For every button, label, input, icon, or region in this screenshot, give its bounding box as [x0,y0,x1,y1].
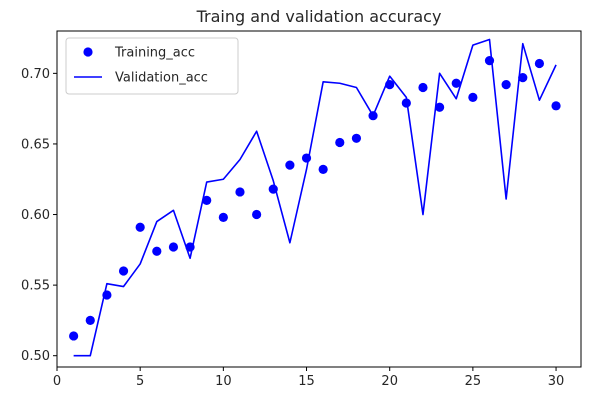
training-acc-point [468,92,478,102]
x-tick-label: 10 [215,374,232,389]
chart-title: Traing and validation accuracy [196,7,442,26]
y-tick-label: 0.65 [21,137,50,152]
training-acc-point [185,242,195,252]
x-tick-label: 5 [136,374,144,389]
training-acc-point [168,242,179,252]
x-tick-label: 15 [298,374,315,389]
training-acc-point [418,82,428,93]
training-acc-point [102,290,112,300]
training-acc-point [385,80,395,90]
y-axis: 0.50 0.55 0.60 0.65 0.70 [21,67,57,364]
training-acc-point [252,209,262,220]
training-acc-point [285,160,295,170]
training-acc-point [435,102,445,112]
training-acc-point [551,101,561,111]
training-acc-point [152,246,162,256]
training-acc-point [335,137,345,148]
plot-marks [69,38,561,357]
training-acc-point [118,266,129,276]
y-tick-label: 0.60 [21,208,50,223]
x-tick-label: 0 [53,374,61,389]
training-acc-point [318,164,328,174]
training-acc-point [401,98,411,108]
training-acc-point [69,331,79,341]
training-acc-point [518,72,528,83]
training-acc-point [202,195,212,206]
training-acc-point [501,80,511,90]
legend-label: Training_acc [114,46,195,61]
y-tick-label: 0.50 [21,349,50,364]
training-acc-point [368,111,378,121]
training-acc-point [85,315,95,326]
training-acc-point [534,58,545,69]
training-acc-point [268,184,278,194]
y-tick-label: 0.55 [21,279,50,294]
legend-marker-training [83,47,93,57]
legend-label: Validation_acc [115,71,208,86]
training-acc-point [301,153,312,163]
training-acc-point [451,78,461,88]
training-acc-point [235,187,245,197]
y-tick-label: 0.70 [21,67,50,82]
training-acc-point [135,222,145,232]
legend: Training_acc Validation_acc [65,37,239,95]
x-tick-label: 25 [465,374,482,389]
x-tick-label: 20 [381,374,398,389]
training-acc-point [351,133,362,143]
legend-box [65,37,239,95]
validation-acc-line [73,38,557,357]
training-acc-point [218,212,228,222]
x-tick-label: 30 [548,374,565,389]
x-axis: 0 5 10 15 20 25 30 [53,367,564,389]
training-acc-point [484,56,495,66]
